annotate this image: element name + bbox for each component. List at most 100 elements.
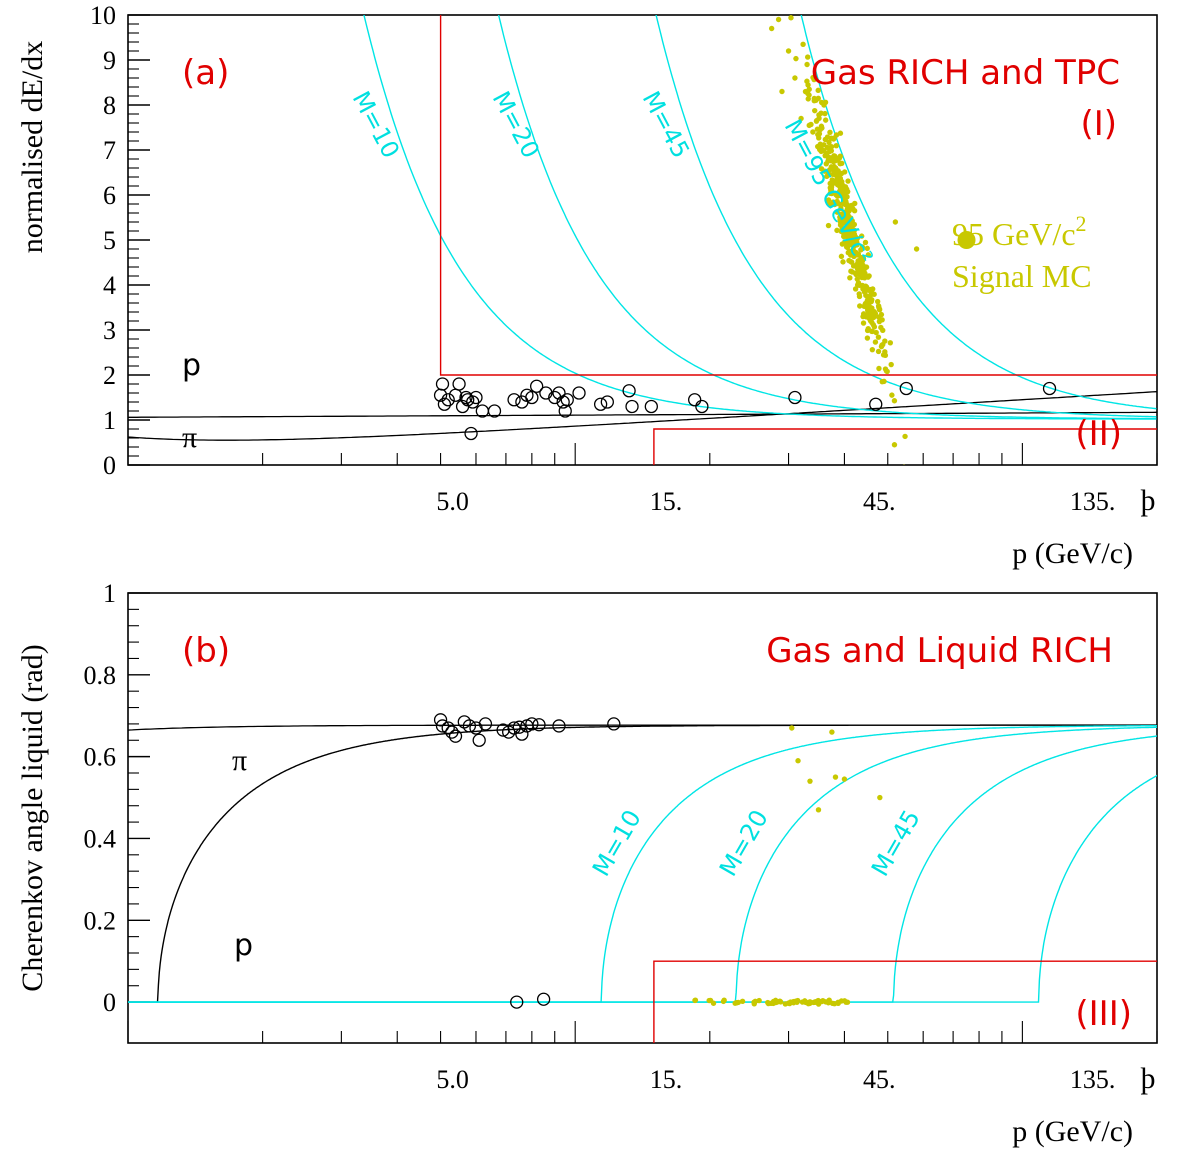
y-tick-label: 5 bbox=[103, 226, 116, 255]
signal-point-b bbox=[832, 774, 839, 780]
signal-point-a bbox=[858, 256, 865, 263]
signal-point-b bbox=[739, 998, 746, 1005]
mass-curve-b bbox=[128, 774, 1157, 1003]
data-point-a bbox=[525, 390, 539, 405]
signal-point-b bbox=[765, 1000, 772, 1007]
signal-point-a bbox=[860, 320, 867, 326]
mass-label-b-45: M=45 bbox=[866, 805, 926, 881]
signal-point-a bbox=[839, 211, 845, 218]
region-label-III: (III) bbox=[1075, 994, 1132, 1034]
legend-label: 95 GeV/c2 bbox=[952, 211, 1087, 252]
y-tick-label: 0 bbox=[103, 988, 116, 1017]
signal-point-a bbox=[855, 261, 862, 268]
signal-point-a bbox=[864, 335, 871, 341]
signal-point-a bbox=[843, 186, 850, 192]
signal-point-b bbox=[815, 807, 822, 813]
signal-point-a bbox=[864, 299, 870, 305]
signal-point-a bbox=[837, 153, 844, 159]
legend-superscript: 2 bbox=[1076, 211, 1087, 236]
signal-point-a bbox=[811, 76, 817, 83]
data-point-a bbox=[622, 384, 636, 398]
signal-point-a bbox=[838, 205, 844, 212]
signal-point-a bbox=[788, 15, 794, 21]
signal-point-a bbox=[798, 115, 804, 122]
mass-curve-a bbox=[800, 15, 1157, 410]
signal-point-a bbox=[873, 329, 879, 336]
signal-point-a bbox=[862, 239, 869, 246]
signal-point-a bbox=[863, 292, 869, 299]
signal-point-b bbox=[789, 725, 795, 731]
data-point-b bbox=[433, 713, 448, 727]
x-tick-label: 45. bbox=[863, 487, 896, 516]
signal-point-b bbox=[721, 997, 727, 1003]
signal-point-a bbox=[876, 365, 882, 372]
signal-point-a bbox=[816, 112, 822, 118]
signal-point-a bbox=[828, 144, 835, 150]
signal-point-a bbox=[902, 433, 908, 440]
data-point-a bbox=[487, 404, 502, 418]
signal-point-b bbox=[819, 998, 825, 1005]
signal-point-a bbox=[805, 54, 811, 60]
signal-point-a bbox=[834, 227, 840, 234]
signal-point-b bbox=[732, 1000, 738, 1006]
data-point-a bbox=[600, 395, 614, 409]
mass-curve-a bbox=[363, 15, 1157, 420]
mass-curve-b bbox=[128, 735, 1157, 1003]
data-point-b bbox=[469, 721, 483, 735]
signal-point-a bbox=[841, 169, 848, 175]
signal-point-a bbox=[836, 189, 842, 195]
points-a bbox=[433, 15, 1057, 465]
signal-point-a bbox=[852, 286, 859, 292]
x-ticks-a: 5.0 15. 45. 135. bbox=[127, 443, 1158, 516]
signal-point-b bbox=[829, 729, 835, 735]
signal-point-b bbox=[772, 997, 779, 1004]
signal-point-a bbox=[856, 291, 862, 297]
signal-point-b bbox=[799, 999, 806, 1005]
signal-point-a bbox=[860, 313, 866, 320]
signal-point-a bbox=[874, 298, 881, 305]
curves-a bbox=[128, 15, 1157, 465]
signal-point-a bbox=[861, 267, 867, 274]
data-point-a bbox=[560, 393, 574, 407]
signal-point-b bbox=[843, 999, 849, 1005]
signal-point-a bbox=[785, 48, 792, 54]
signal-point-a bbox=[837, 219, 844, 225]
signal-point-a bbox=[768, 25, 775, 32]
data-point-a bbox=[644, 399, 658, 414]
data-point-a bbox=[452, 377, 466, 391]
signal-point-a bbox=[851, 221, 857, 228]
signal-point-a bbox=[857, 269, 863, 275]
legend-label-2: Signal MC bbox=[952, 258, 1092, 294]
signal-point-a bbox=[837, 175, 844, 182]
data-point-a bbox=[548, 390, 562, 405]
mass-curve-a bbox=[655, 15, 1157, 418]
x-ticks-b: 5.0 15. 45. 135. bbox=[127, 1021, 1158, 1094]
signal-point-a bbox=[857, 303, 863, 309]
panel-title-a: Gas RICH and TPC bbox=[811, 53, 1120, 93]
signal-point-a bbox=[888, 361, 894, 368]
data-point-b bbox=[532, 718, 546, 732]
data-point-a bbox=[529, 379, 544, 393]
signal-point-a bbox=[864, 245, 870, 252]
y-tick-label: 4 bbox=[103, 271, 116, 300]
y-ticks-a: 0 1 2 3 4 5 6 7 8 9 10 bbox=[90, 1, 150, 480]
signal-point-a bbox=[833, 142, 839, 149]
signal-point-a bbox=[871, 314, 877, 320]
signal-point-a bbox=[826, 139, 832, 146]
data-point-a bbox=[593, 397, 608, 411]
data-point-a bbox=[437, 397, 452, 411]
signal-point-b bbox=[877, 794, 883, 801]
signal-point-a bbox=[870, 286, 876, 292]
pion-label-b: π bbox=[232, 744, 247, 777]
y-axis-label-b: Cherenkov angle liquid (rad) bbox=[16, 644, 49, 991]
region-label-II: (II) bbox=[1075, 414, 1122, 454]
signal-point-a bbox=[812, 107, 818, 114]
data-point-a bbox=[459, 390, 473, 405]
y-axis-label-a: normalised dE/dx bbox=[16, 41, 49, 253]
pion-curve-a bbox=[128, 411, 1157, 418]
x-tick-label: 5.0 bbox=[436, 1065, 469, 1094]
signal-point-b bbox=[787, 999, 794, 1005]
signal-point-a bbox=[841, 199, 847, 206]
signal-point-a bbox=[861, 275, 868, 281]
